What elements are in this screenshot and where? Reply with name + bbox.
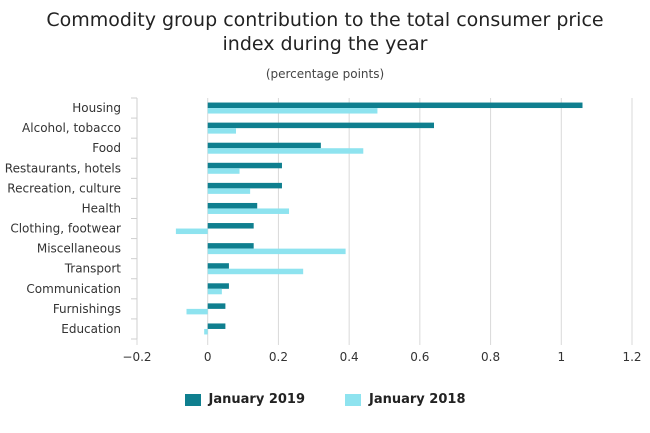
category-label: Alcohol, tobacco bbox=[22, 121, 121, 135]
legend-label-2018: January 2018 bbox=[369, 392, 466, 407]
bar-january-2018 bbox=[207, 268, 304, 275]
x-tick-label: −0.2 bbox=[122, 350, 151, 364]
category-label: Furnishings bbox=[53, 302, 121, 316]
category-label: Housing bbox=[72, 101, 121, 115]
bar-january-2019 bbox=[207, 122, 434, 129]
chart-title: Commodity group contribution to the tota… bbox=[0, 8, 650, 56]
category-label: Communication bbox=[26, 282, 121, 296]
x-tick-label: 0.6 bbox=[410, 350, 429, 364]
bar-january-2018 bbox=[207, 208, 290, 214]
bar-january-2019 bbox=[207, 263, 229, 269]
x-tick-label: 0.8 bbox=[481, 350, 500, 364]
category-label: Transport bbox=[64, 262, 122, 276]
category-label: Clothing, footwear bbox=[10, 222, 121, 236]
legend-item-2019[interactable]: January 2019 bbox=[184, 392, 305, 407]
chart-title-line-1: Commodity group contribution to the tota… bbox=[46, 9, 604, 31]
category-label: Health bbox=[82, 201, 121, 215]
legend-item-2018[interactable]: January 2018 bbox=[345, 392, 465, 407]
bar-january-2019 bbox=[207, 223, 254, 229]
legend-swatch-2019 bbox=[184, 393, 201, 406]
bar-january-2018 bbox=[186, 308, 208, 315]
category-label: Food bbox=[92, 141, 121, 155]
bar-january-2019 bbox=[207, 202, 258, 209]
bar-january-2019 bbox=[207, 102, 583, 109]
bar-january-2018 bbox=[207, 288, 222, 295]
bar-january-2019 bbox=[207, 283, 229, 289]
x-tick-label: 0 bbox=[204, 350, 212, 364]
x-tick-label: 0.4 bbox=[340, 350, 359, 364]
bar-january-2018 bbox=[207, 108, 378, 114]
bar-january-2018 bbox=[207, 148, 364, 154]
bar-january-2019 bbox=[207, 303, 226, 309]
bar-january-2018 bbox=[207, 128, 236, 134]
bar-january-2019 bbox=[207, 162, 282, 169]
category-label: Restaurants, hotels bbox=[5, 161, 121, 175]
bar-january-2019 bbox=[207, 243, 254, 249]
category-label: Recreation, culture bbox=[7, 181, 121, 195]
bar-january-2018 bbox=[175, 228, 208, 235]
bar-january-2018 bbox=[207, 168, 240, 174]
legend-label-2019: January 2019 bbox=[208, 392, 305, 407]
legend: January 2019 January 2018 bbox=[0, 392, 650, 407]
bar-january-2018 bbox=[207, 248, 346, 255]
category-label: Miscellaneous bbox=[37, 242, 121, 256]
bar-january-2019 bbox=[207, 323, 226, 329]
x-tick-label: 1.2 bbox=[622, 350, 641, 364]
x-tick-label: 1 bbox=[557, 350, 565, 364]
bar-january-2019 bbox=[207, 142, 321, 149]
legend-swatch-2018 bbox=[345, 393, 361, 406]
chart-title-line-2: index during the year bbox=[222, 33, 428, 55]
bar-january-2019 bbox=[207, 182, 282, 189]
chart-subtitle: (percentage points) bbox=[265, 67, 385, 81]
bar-january-2018 bbox=[207, 188, 251, 194]
category-label: Education bbox=[61, 322, 121, 336]
bar-january-2018 bbox=[204, 328, 208, 335]
x-tick-label: 0.2 bbox=[269, 350, 288, 364]
